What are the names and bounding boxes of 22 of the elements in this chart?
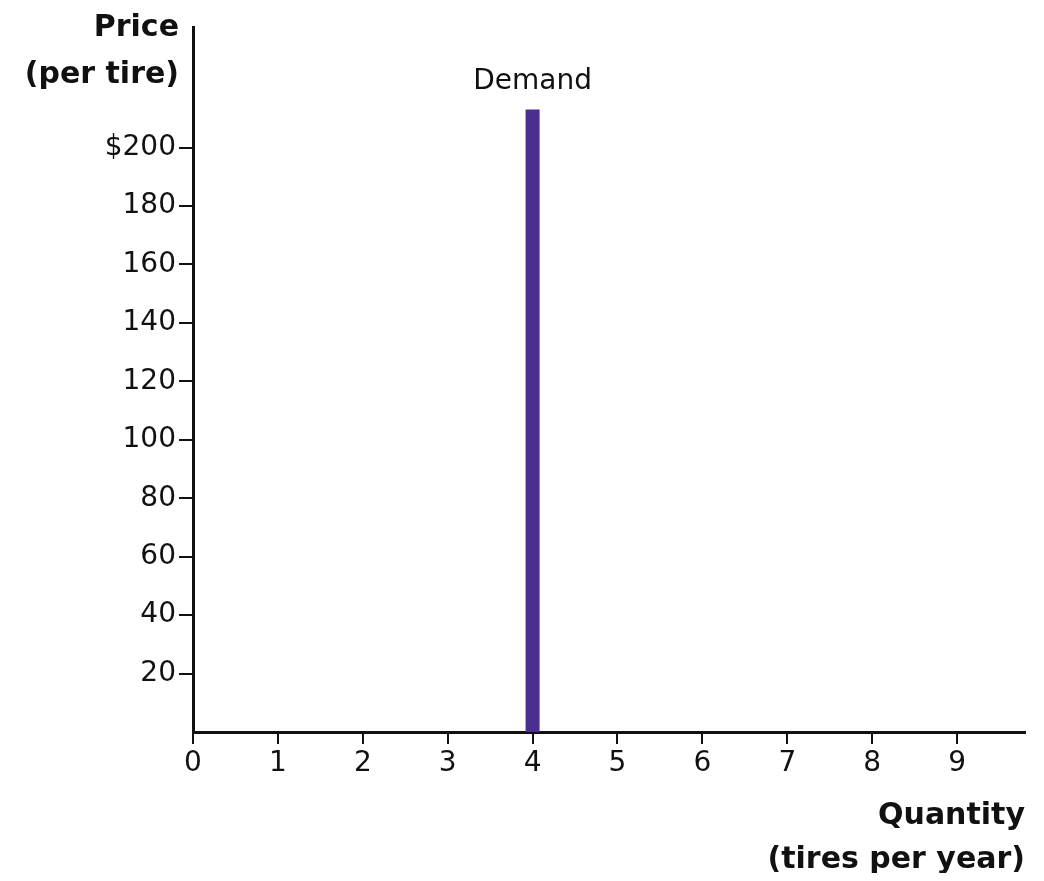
series-label: Demand xyxy=(473,62,592,96)
y-tick-label: 60 xyxy=(140,537,176,571)
y-tick-label: 140 xyxy=(122,304,176,338)
x-tick-label: 1 xyxy=(268,745,287,779)
y-tick-label: 80 xyxy=(140,479,176,513)
x-tick-label: 9 xyxy=(948,745,966,779)
x-tick-label: 7 xyxy=(778,745,797,779)
x-tick-label: 2 xyxy=(353,745,372,779)
y-tick-label: 160 xyxy=(122,245,176,279)
y-tick-label: 100 xyxy=(122,421,176,455)
y-tick-label: 180 xyxy=(122,187,176,221)
y-tick-label: $200 xyxy=(104,128,176,162)
x-tick-label: 0 xyxy=(184,745,202,779)
x-tick-label: 8 xyxy=(863,745,882,779)
y-axis-title: Price (per tire) xyxy=(24,7,179,90)
y-tick-label: 40 xyxy=(140,596,176,630)
y-tick-label: 120 xyxy=(122,362,176,396)
x-tick-label: 5 xyxy=(608,745,627,779)
x-tick-label: 4 xyxy=(523,745,542,779)
x-tick-label: 3 xyxy=(438,745,457,779)
x-tick-label: 6 xyxy=(693,745,712,779)
y-tick-label: 20 xyxy=(140,654,176,688)
